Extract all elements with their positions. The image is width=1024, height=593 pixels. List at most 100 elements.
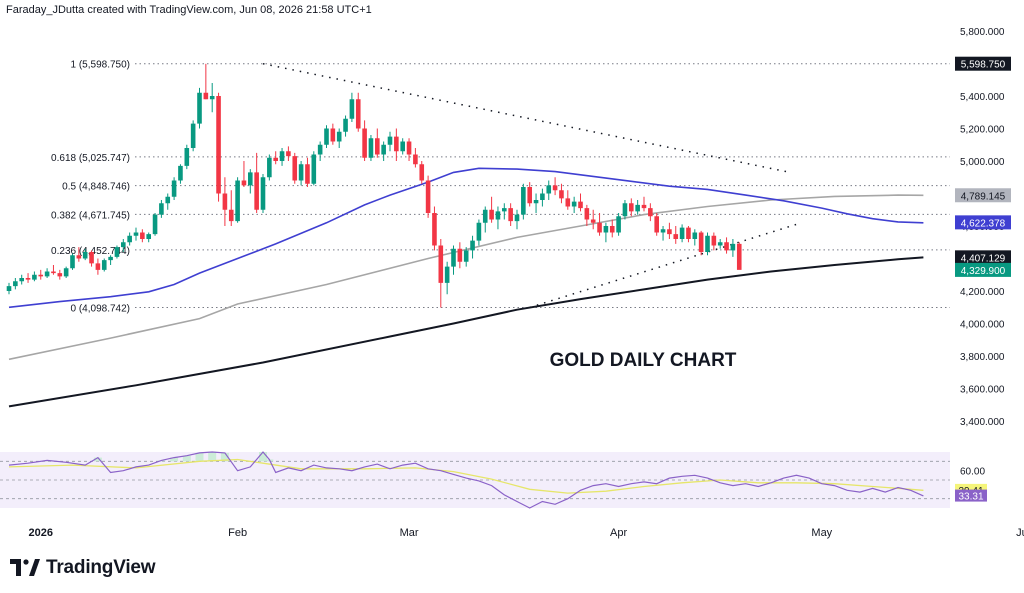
candle (724, 237, 729, 254)
time-tick-label: May (811, 527, 832, 539)
candle (216, 92, 221, 202)
rsi-overbought-fill (182, 455, 191, 462)
price-tick-label: 3,600.000 (960, 385, 1005, 396)
candle (451, 245, 456, 275)
candle (197, 87, 202, 129)
fib-level-label: 0 (4,098.742) (71, 303, 131, 314)
candle (717, 239, 723, 249)
candle (482, 206, 488, 233)
candle (673, 226, 679, 244)
candle (463, 247, 469, 267)
candle (622, 200, 628, 220)
candle (267, 154, 272, 181)
candle (546, 180, 552, 200)
candle (438, 239, 444, 308)
candle (552, 177, 558, 196)
candle (63, 266, 69, 278)
candle (578, 193, 583, 212)
candle (540, 188, 545, 207)
candle (457, 242, 463, 269)
candle (184, 144, 190, 170)
price-badge: 4,329.900 (955, 262, 1011, 277)
candle (387, 131, 393, 152)
candle (273, 151, 278, 165)
candle (590, 209, 596, 230)
candle (362, 120, 367, 161)
candle (667, 222, 672, 239)
candle (711, 232, 717, 251)
candle (305, 157, 310, 187)
tradingview-brand: TradingView (46, 557, 156, 578)
rsi-overbought-fill (220, 452, 229, 462)
candle (209, 83, 215, 113)
candle (298, 161, 304, 186)
candle (13, 278, 18, 290)
candle (203, 63, 209, 100)
tradingview-logo[interactable]: TradingView (10, 557, 156, 579)
svg-text:4,407.129: 4,407.129 (961, 253, 1006, 264)
candle (19, 274, 24, 285)
candle (82, 248, 88, 261)
candle (413, 148, 418, 168)
candle (660, 226, 666, 241)
candle (629, 198, 634, 217)
candle (635, 200, 640, 215)
candle (508, 203, 513, 226)
price-badge: 4,407.129 (955, 250, 1011, 265)
trendlines (262, 62, 797, 309)
candle (89, 250, 94, 267)
candle (571, 196, 577, 213)
candle (514, 209, 520, 230)
candle (527, 182, 532, 207)
candle (419, 161, 425, 184)
candle (114, 245, 120, 259)
svg-text:4,789.145: 4,789.145 (961, 191, 1006, 202)
fib-level-label: 0.236 (4,452.744) (51, 246, 130, 257)
price-badge: 4,789.145 (955, 188, 1011, 203)
price-tick-label: 3,400.000 (960, 417, 1005, 428)
fib-level-label: 0.382 (4,671.745) (51, 210, 130, 221)
candle (108, 255, 113, 265)
candle (648, 203, 653, 222)
candle (698, 230, 704, 256)
price-tick-label: 5,800.000 (960, 27, 1005, 38)
candle (292, 152, 298, 184)
trendline (529, 223, 797, 309)
rsi-panel: 60.0039.4133.31 (0, 451, 987, 509)
candle (76, 247, 82, 262)
candle (70, 253, 75, 270)
rsi-value-badge: 33.31 (955, 489, 987, 503)
candle (686, 226, 691, 243)
price-tick-label: 3,800.000 (960, 352, 1005, 363)
candle (248, 169, 253, 194)
candle (641, 196, 647, 212)
candle (400, 138, 405, 155)
candle (343, 115, 348, 137)
candle (44, 268, 50, 278)
candle (165, 193, 171, 210)
time-axis: 2026 Feb Mar Apr May Jun (29, 527, 1024, 539)
candle (228, 190, 234, 226)
candle (38, 269, 44, 280)
candle (260, 174, 266, 213)
candlesticks (6, 63, 742, 308)
candle (406, 138, 412, 161)
candle (159, 200, 164, 218)
rsi-overbought-fill (195, 452, 204, 462)
candle (432, 206, 437, 251)
candle (336, 128, 342, 148)
candle (730, 239, 736, 257)
candle (57, 269, 63, 280)
price-tick-label: 5,200.000 (960, 125, 1005, 136)
fib-level-label: 0.5 (4,848.746) (62, 182, 130, 193)
candle (533, 193, 539, 213)
moving-averages (8, 167, 924, 408)
candle (190, 120, 196, 152)
candle (133, 227, 139, 241)
candle (279, 148, 285, 166)
candle (178, 164, 183, 184)
candle (495, 206, 501, 230)
candle (171, 177, 177, 200)
candle (51, 265, 56, 275)
